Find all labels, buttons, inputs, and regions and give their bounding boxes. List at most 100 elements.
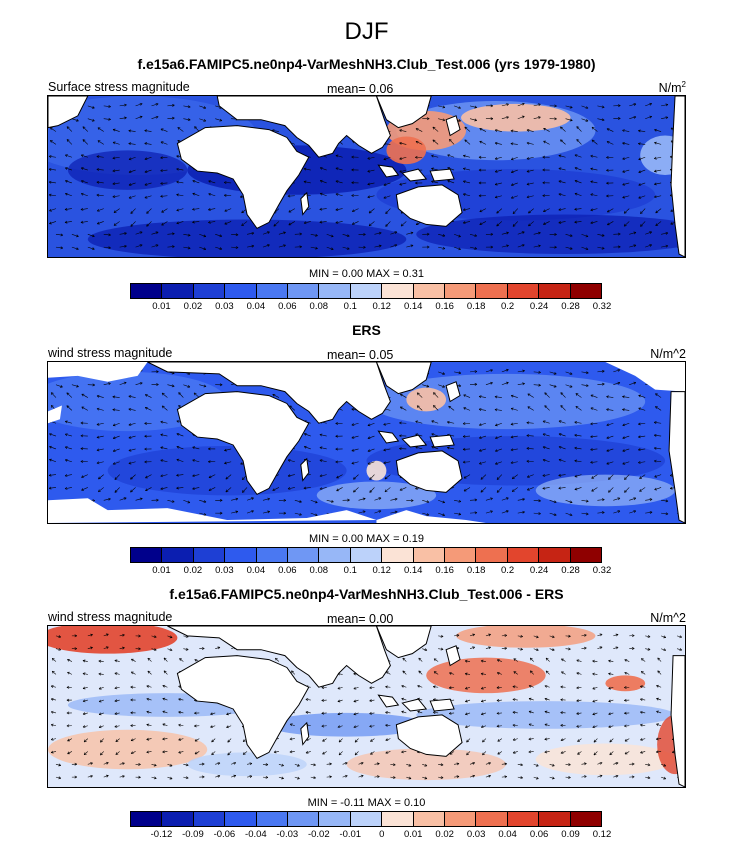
- colorbar-box: [131, 284, 163, 298]
- colorbar-box: [476, 812, 508, 826]
- panel-3-mean: mean= 0.00: [327, 612, 394, 626]
- colorbar-tick-label: 0.06: [278, 301, 297, 312]
- colorbar-tick-label: 0.18: [466, 301, 486, 312]
- colorbar-tick-label: 0.01: [152, 565, 171, 576]
- colorbar-tick-label: 0.04: [246, 301, 266, 312]
- colorbar-box: [193, 548, 226, 562]
- colorbar-tick-label: 0.08: [309, 565, 329, 576]
- colorbar-box: [193, 812, 226, 826]
- colorbar-tick-label: -0.01: [339, 829, 362, 840]
- colorbar-box: [570, 812, 602, 826]
- colorbar-box: [570, 284, 602, 298]
- colorbar-box: [225, 548, 257, 562]
- main-title: DJF: [344, 18, 389, 45]
- colorbar-box: [193, 284, 226, 298]
- colorbar-tick-label: 0.1: [343, 565, 357, 576]
- panel-2-colorbar-ticks: 0.01 0.02 0.03 0.04 0.06 0.08 0.1 0.12 0.14 0.16 0…: [130, 565, 611, 579]
- colorbar-box: [507, 284, 540, 298]
- panel-3-title: f.e15a6.FAMIPC5.ne0np4-VarMeshNH3.Club_T…: [169, 586, 564, 602]
- colorbar-tick-label: 0.24: [529, 301, 549, 312]
- colorbar-box: [413, 812, 446, 826]
- colorbar-tick-label: 0.18: [466, 565, 486, 576]
- panel-1-colorbar-ticks: 0.01 0.02 0.03 0.04 0.06 0.08 0.1 0.12 0.14 0.16 0…: [130, 301, 611, 315]
- panel-2-map: [47, 361, 686, 524]
- panel-3-left-label: wind stress magnitude: [48, 610, 173, 624]
- colorbar-box: [539, 548, 571, 562]
- colorbar-tick-label: 0.2: [500, 565, 515, 576]
- colorbar-box: [319, 548, 351, 562]
- colorbar-box: [162, 548, 194, 562]
- panel-1-minmax: MIN = 0.00 MAX = 0.31: [309, 268, 424, 280]
- colorbar-tick-label: 0.04: [246, 565, 266, 576]
- colorbar-tick-label: 0.08: [309, 301, 329, 312]
- panel-1-map: [47, 95, 686, 258]
- colorbar-tick-label: 0.16: [435, 565, 454, 576]
- panel-3-minmax: MIN = -0.11 MAX = 0.10: [307, 797, 426, 809]
- colorbar-tick-label: 0.12: [592, 829, 612, 840]
- colorbar-box: [539, 812, 571, 826]
- colorbar-box: [256, 284, 289, 298]
- colorbar-tick-label: 0.14: [403, 301, 423, 312]
- panel-3-units: N/m^2: [650, 611, 686, 626]
- colorbar-box: [162, 812, 194, 826]
- colorbar-tick-label: -0.04: [245, 829, 267, 840]
- panel-2-title: ERS: [352, 322, 381, 338]
- colorbar-box: [476, 548, 508, 562]
- colorbar-box: [539, 284, 571, 298]
- colorbar-tick-label: 0.12: [372, 565, 391, 576]
- colorbar-box: [570, 548, 602, 562]
- colorbar-box: [507, 548, 540, 562]
- colorbar-box: [382, 548, 414, 562]
- panel-3-colorbar: [130, 811, 602, 827]
- colorbar-tick-label: 0.2: [500, 301, 515, 312]
- colorbar-box: [382, 284, 414, 298]
- panel-2-left-label: wind stress magnitude: [48, 346, 173, 360]
- colorbar-tick-label: 0.16: [435, 301, 454, 312]
- colorbar-tick-label: 0.28: [561, 565, 580, 576]
- colorbar-tick-label: 0.01: [152, 301, 171, 312]
- colorbar-tick-label: 0.12: [372, 301, 391, 312]
- colorbar-tick-label: 0.02: [183, 565, 203, 576]
- panel-1-units: N/m2: [658, 80, 686, 96]
- colorbar-tick-label: -0.06: [213, 829, 236, 840]
- colorbar-box: [288, 548, 320, 562]
- colorbar-box: [413, 548, 446, 562]
- colorbar-tick-label: 0.02: [435, 829, 454, 840]
- colorbar-tick-label: -0.03: [276, 829, 299, 840]
- panel-1-mean: mean= 0.06: [327, 82, 394, 96]
- colorbar-box: [445, 284, 477, 298]
- colorbar-box: [288, 812, 320, 826]
- colorbar-box: [319, 812, 351, 826]
- colorbar-box: [288, 284, 320, 298]
- colorbar-tick-label: 0.01: [403, 829, 423, 840]
- panel-1-left-label: Surface stress magnitude: [48, 80, 190, 94]
- colorbar-tick-label: 0: [379, 829, 385, 840]
- colorbar-box: [350, 548, 383, 562]
- panel-3-map: [47, 625, 686, 788]
- colorbar-box: [131, 812, 163, 826]
- colorbar-box: [382, 812, 414, 826]
- colorbar-tick-label: -0.02: [307, 829, 330, 840]
- panel-3-colorbar-ticks: -0.12 -0.09 -0.06 -0.04 -0.03 -0.02 -0.01 0 0.01…: [130, 829, 612, 843]
- colorbar-box: [225, 284, 257, 298]
- colorbar-tick-label: 0.24: [529, 565, 549, 576]
- colorbar-box: [162, 284, 194, 298]
- colorbar-tick-label: 0.03: [215, 565, 234, 576]
- panel-2-minmax: MIN = 0.00 MAX = 0.19: [309, 533, 424, 545]
- panel-1-colorbar: [130, 283, 602, 299]
- colorbar-tick-label: 0.14: [403, 565, 423, 576]
- colorbar-box: [131, 548, 163, 562]
- colorbar-tick-label: 0.06: [278, 565, 297, 576]
- colorbar-box: [256, 812, 289, 826]
- colorbar-tick-label: -0.09: [182, 829, 204, 840]
- colorbar-box: [413, 284, 446, 298]
- panel-2-colorbar: [130, 547, 602, 563]
- vector-arrows: [50, 633, 683, 780]
- colorbar-tick-label: 0.04: [498, 829, 517, 840]
- colorbar-box: [445, 548, 477, 562]
- colorbar-tick-label: 0.03: [466, 829, 486, 840]
- colorbar-tick-label: 0.32: [592, 301, 612, 312]
- colorbar-box: [225, 812, 257, 826]
- colorbar-tick-label: 0.32: [592, 565, 612, 576]
- panel-1-title: f.e15a6.FAMIPC5.ne0np4-VarMeshNH3.Club_T…: [137, 56, 596, 72]
